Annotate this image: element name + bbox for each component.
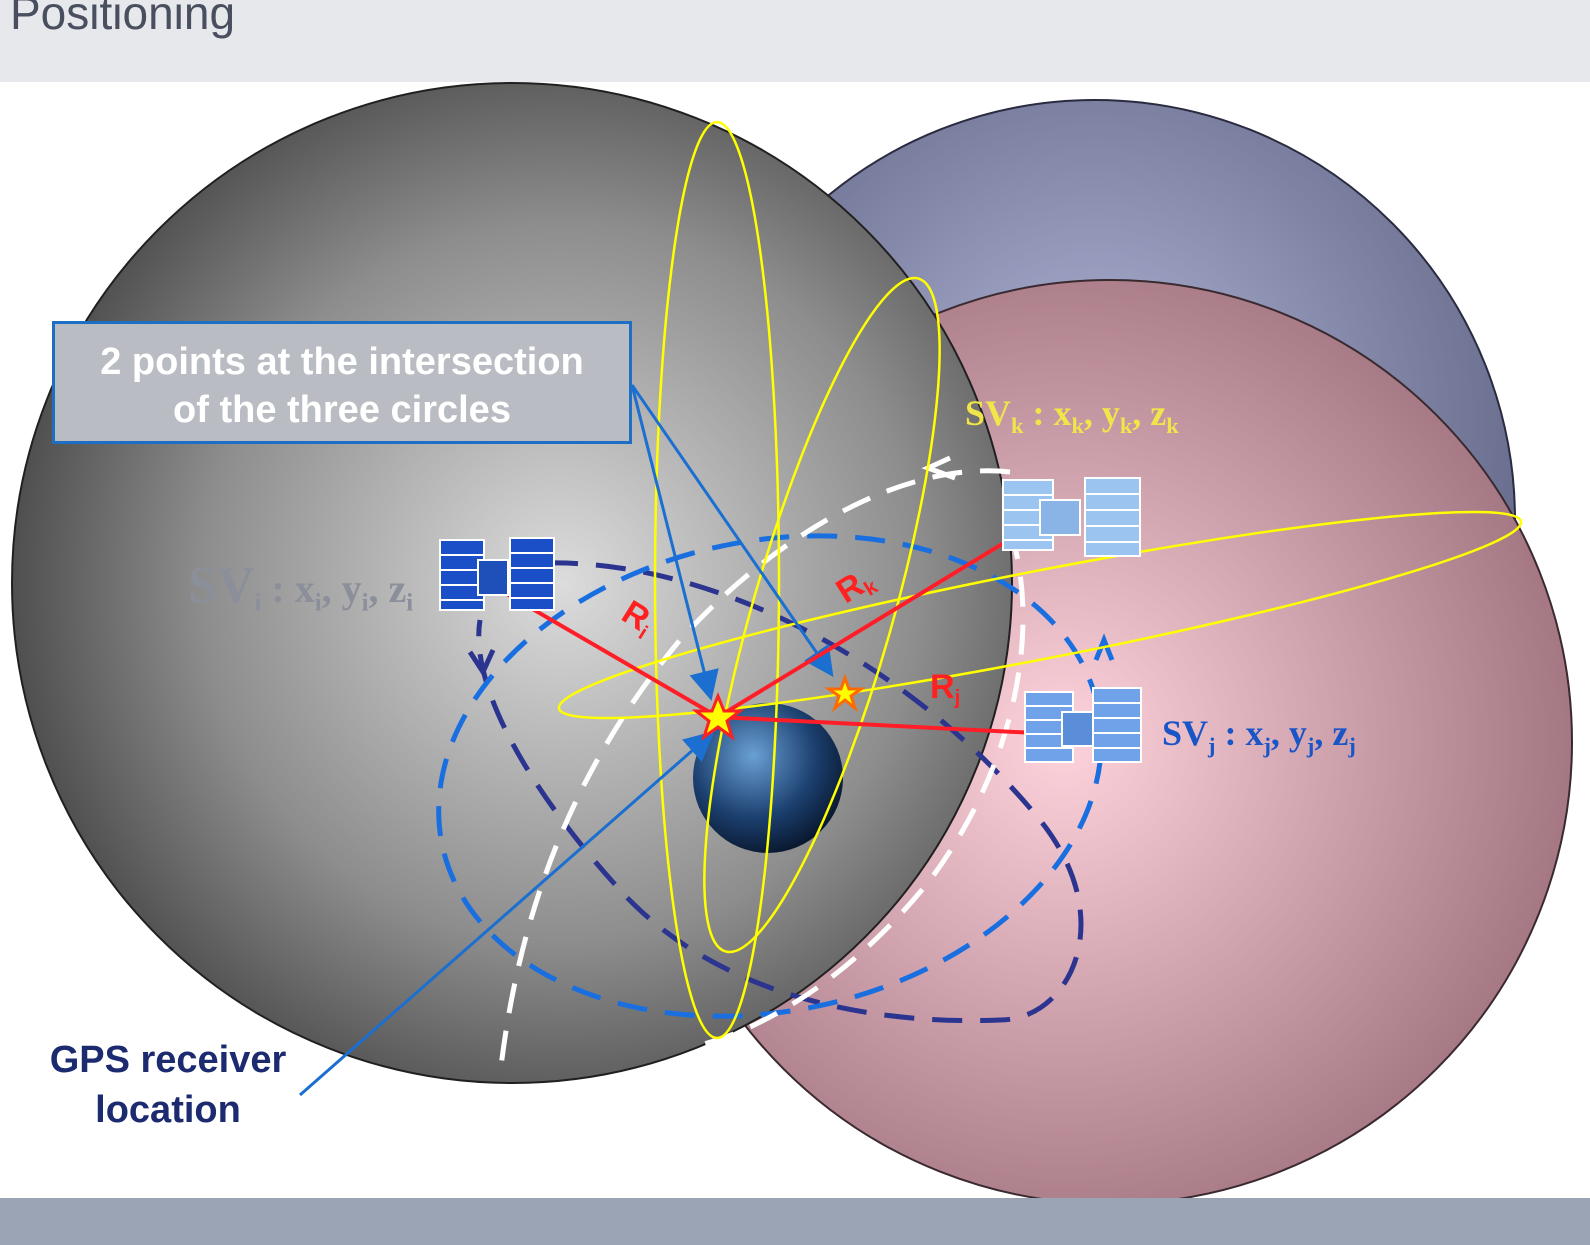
sv-k-name: SV	[965, 393, 1012, 433]
satellite-k-label: SVk : xk, yk, zk	[965, 393, 1179, 438]
receiver-star	[691, 691, 745, 741]
range-label-j: Rj	[930, 668, 960, 710]
intersection-circle-vertical	[653, 120, 781, 1040]
sv-j-sub: j	[1208, 732, 1216, 758]
title-bar: Positioning	[0, 0, 1590, 82]
callout-pointer-1	[630, 384, 719, 701]
receiver-label-line-2: location	[95, 1089, 241, 1131]
range-j-sub: j	[954, 687, 961, 710]
satellite-j-label: SVj : xj, yj, zj	[1162, 713, 1356, 758]
sv-j-name: SV	[1162, 713, 1209, 753]
orbit-arrow-navy	[467, 648, 496, 678]
sv-k-z-sub: k	[1166, 412, 1179, 438]
intersection-callout: 2 points at the intersection of the thre…	[52, 321, 632, 444]
sv-j-x: x	[1245, 713, 1264, 753]
receiver-label: GPS receiver location	[18, 1035, 318, 1135]
callout-line-1: 2 points at the intersection	[100, 341, 584, 383]
sv-i-z: z	[388, 566, 407, 611]
sv-k-x-sub: k	[1071, 412, 1084, 438]
sv-i-z-sub: i	[406, 589, 414, 617]
orbit-i-dashed	[476, 560, 1084, 1024]
sv-j-z-sub: j	[1348, 732, 1356, 758]
intersection-circle-horizontal	[557, 510, 1523, 720]
orbit-arrow-blue	[1093, 633, 1115, 661]
satellite-j-icon	[1024, 687, 1142, 763]
sv-i-name: SV	[188, 557, 255, 614]
satellite-i-icon	[439, 537, 555, 611]
orbit-k-dashed-2	[699, 529, 1026, 1048]
sv-i-x: x	[294, 566, 315, 611]
sv-k-y-sub: k	[1119, 412, 1133, 438]
range-line-k	[716, 525, 1032, 719]
callout-line-2: of the three circles	[173, 389, 511, 431]
satellite-k-icon	[1002, 477, 1141, 557]
sv-k-x: x	[1053, 393, 1072, 433]
earth	[693, 703, 843, 853]
sv-j-z: z	[1332, 713, 1349, 753]
sv-i-x-sub: i	[314, 589, 322, 617]
footer-bar	[0, 1198, 1590, 1245]
range-line-j	[717, 715, 1076, 737]
sv-k-z: z	[1150, 393, 1167, 433]
sv-j-x-sub: j	[1263, 732, 1271, 758]
page-title: Positioning	[10, 0, 236, 39]
sv-j-y-sub: j	[1306, 732, 1315, 758]
receiver-label-line-1: GPS receiver	[49, 1039, 287, 1081]
orbit-k-dashed	[497, 468, 1011, 1076]
second-intersection-star	[824, 673, 866, 713]
callout-pointer-2	[630, 384, 834, 677]
sv-k-y: y	[1101, 393, 1120, 433]
sv-i-y-sub: i	[361, 589, 369, 617]
range-j-letter: R	[930, 668, 955, 706]
satellite-i-label: SVi : xi, yi, zi	[188, 557, 414, 617]
intersection-circle-tilted	[703, 276, 941, 954]
sv-k-sub: k	[1011, 412, 1024, 438]
sv-i-sub: i	[254, 589, 262, 617]
sv-i-y: y	[341, 566, 362, 611]
sv-j-y: y	[1288, 713, 1307, 753]
receiver-pointer	[299, 731, 715, 1097]
